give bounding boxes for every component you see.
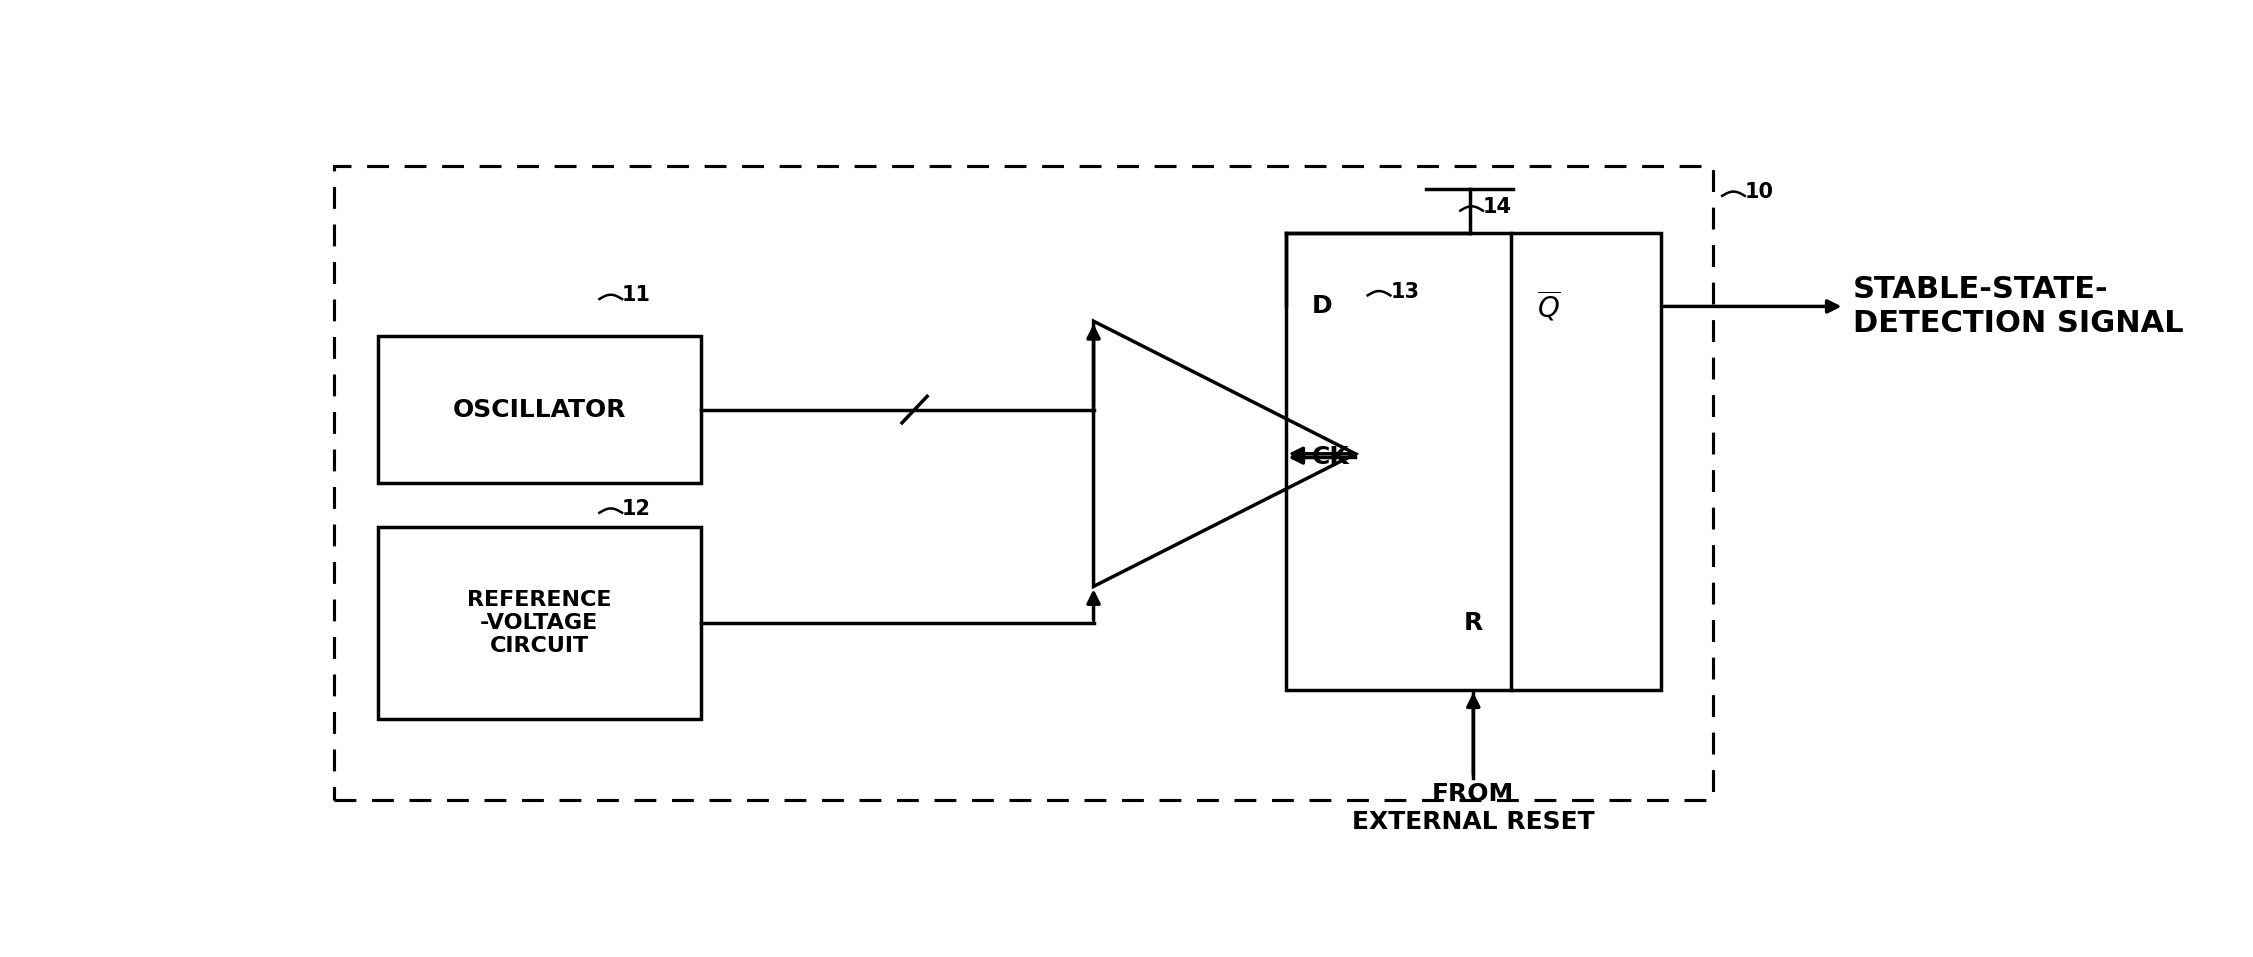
Text: FROM
EXTERNAL RESET: FROM EXTERNAL RESET: [1352, 782, 1595, 834]
Text: R: R: [1464, 612, 1482, 635]
Text: CK: CK: [1311, 446, 1350, 470]
Text: 10: 10: [1744, 182, 1773, 202]
Text: 11: 11: [622, 285, 651, 305]
Bar: [379, 527, 701, 719]
Bar: [333, 167, 1715, 800]
Text: $\overline{Q}$: $\overline{Q}$: [1537, 289, 1561, 323]
Text: 12: 12: [622, 500, 651, 519]
Text: STABLE-STATE-
DETECTION SIGNAL: STABLE-STATE- DETECTION SIGNAL: [1852, 275, 2183, 338]
Text: OSCILLATOR: OSCILLATOR: [453, 397, 626, 422]
Bar: [1286, 233, 1660, 690]
Text: D: D: [1311, 295, 1332, 319]
Text: 14: 14: [1482, 197, 1512, 217]
Bar: [379, 336, 701, 483]
Text: 13: 13: [1390, 281, 1419, 301]
Text: REFERENCE
-VOLTAGE
CIRCUIT: REFERENCE -VOLTAGE CIRCUIT: [466, 590, 611, 657]
